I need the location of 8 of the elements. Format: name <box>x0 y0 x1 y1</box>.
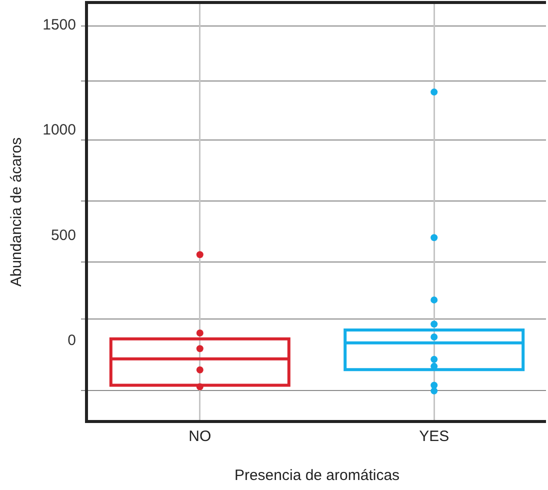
x-tick-label: YES <box>419 428 450 445</box>
y-tick-label: 0 <box>68 332 76 350</box>
y-tick-label: 1000 <box>42 122 76 139</box>
y-axis-title: Abundancia de ácaros <box>8 137 25 287</box>
x-axis-title: Presencia de aromáticas <box>234 467 400 484</box>
x-tick-label: NO <box>188 428 212 445</box>
y-tick-label: 500 <box>50 226 76 244</box>
y-tick-label: 1500 <box>42 16 76 34</box>
